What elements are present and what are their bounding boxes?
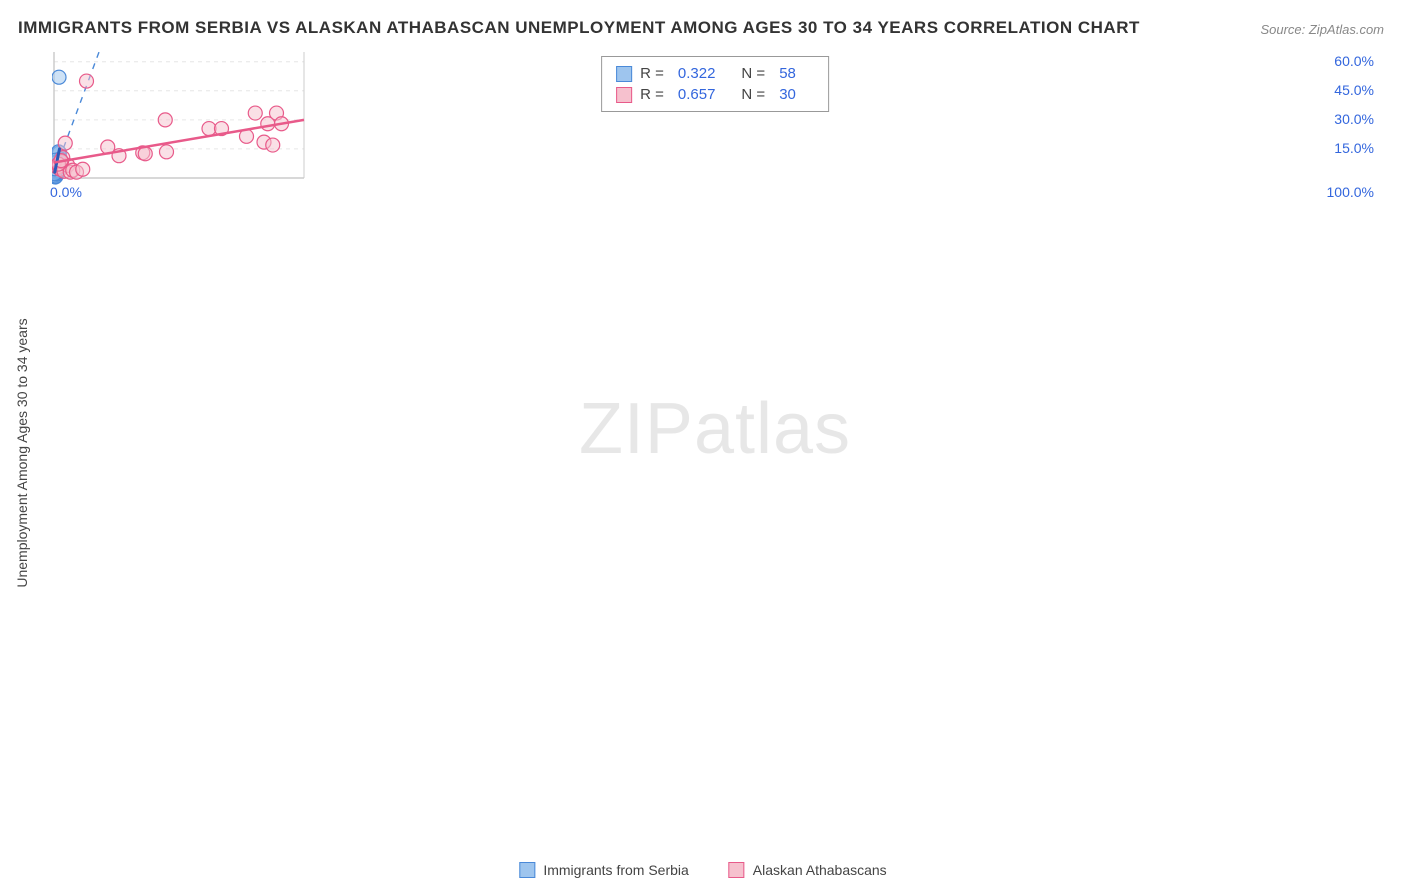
stat-r-value: 0.322 bbox=[678, 65, 716, 82]
stat-r-label: R = bbox=[640, 86, 664, 103]
stat-n-value: 58 bbox=[779, 65, 796, 82]
watermark: ZIPatlas bbox=[579, 388, 851, 470]
legend-item: Immigrants from Serbia bbox=[519, 862, 688, 878]
stats-legend-row: R = 0.322 N = 58 bbox=[616, 63, 814, 84]
y-tick-label: 30.0% bbox=[1334, 111, 1374, 127]
watermark-thin: atlas bbox=[694, 389, 851, 469]
legend-label: Immigrants from Serbia bbox=[543, 862, 688, 878]
scatter-chart bbox=[52, 50, 352, 200]
x-tick-label: 100.0% bbox=[1327, 184, 1374, 200]
source-attribution: Source: ZipAtlas.com bbox=[1260, 22, 1384, 37]
legend-swatch bbox=[729, 862, 745, 878]
legend-swatch bbox=[616, 66, 632, 82]
series-legend: Immigrants from Serbia Alaskan Athabascan… bbox=[519, 862, 886, 878]
watermark-bold: ZIP bbox=[579, 389, 694, 469]
stat-r-label: R = bbox=[640, 65, 664, 82]
y-tick-label: 15.0% bbox=[1334, 140, 1374, 156]
legend-swatch bbox=[519, 862, 535, 878]
legend-label: Alaskan Athabascans bbox=[753, 862, 887, 878]
y-axis-label: Unemployment Among Ages 30 to 34 years bbox=[14, 318, 30, 587]
y-tick-label: 45.0% bbox=[1334, 82, 1374, 98]
stat-n-value: 30 bbox=[779, 86, 796, 103]
x-tick-label: 0.0% bbox=[50, 184, 82, 200]
stat-r-value: 0.657 bbox=[678, 86, 716, 103]
stats-legend-row: R = 0.657 N = 30 bbox=[616, 84, 814, 105]
legend-swatch bbox=[616, 87, 632, 103]
page-title: IMMIGRANTS FROM SERBIA VS ALASKAN ATHABA… bbox=[18, 18, 1140, 38]
chart-container: Unemployment Among Ages 30 to 34 years Z… bbox=[52, 50, 1378, 840]
y-tick-label: 60.0% bbox=[1334, 53, 1374, 69]
legend-item: Alaskan Athabascans bbox=[729, 862, 887, 878]
stat-n-label: N = bbox=[741, 65, 765, 82]
stat-n-label: N = bbox=[741, 86, 765, 103]
stats-legend: R = 0.322 N = 58 R = 0.657 N = 30 bbox=[601, 56, 829, 112]
